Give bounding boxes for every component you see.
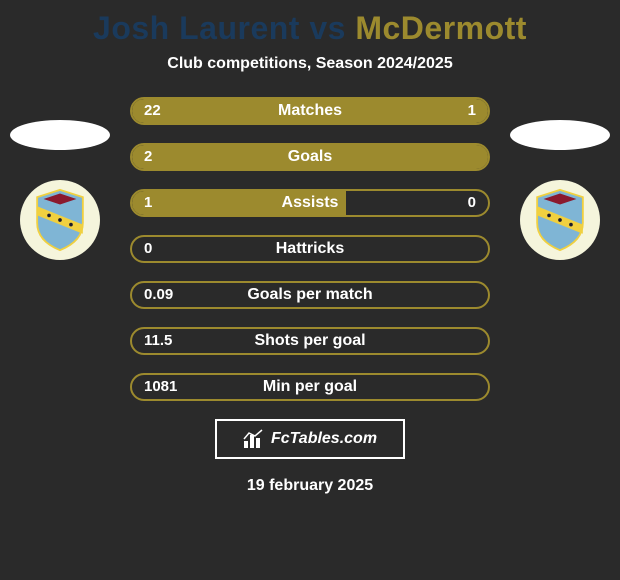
stat-label: Min per goal: [132, 375, 488, 399]
player2-name: McDermott: [355, 10, 527, 46]
vs-text: vs: [300, 10, 355, 46]
brand-name: FcTables.com: [271, 430, 377, 448]
stat-row: 2Goals: [130, 143, 490, 171]
stat-row: 1Assists0: [130, 189, 490, 217]
stat-row: 0Hattricks: [130, 235, 490, 263]
stat-row: 11.5Shots per goal: [130, 327, 490, 355]
bar-chart-icon: [243, 429, 265, 449]
crest-icon: [532, 188, 588, 252]
stat-label: Hattricks: [132, 237, 488, 261]
player1-avatar-block: [10, 120, 110, 260]
stat-label: Shots per goal: [132, 329, 488, 353]
stat-right-value: 0: [468, 191, 476, 215]
stat-label: Matches: [132, 99, 488, 123]
stat-row: 1081Min per goal: [130, 373, 490, 401]
stat-row: 22Matches1: [130, 97, 490, 125]
stat-label: Assists: [132, 191, 488, 215]
crest-icon: [32, 188, 88, 252]
player2-avatar-block: [510, 120, 610, 260]
stat-label: Goals per match: [132, 283, 488, 307]
player1-photo-placeholder: [10, 120, 110, 150]
comparison-title: Josh Laurent vs McDermott: [0, 0, 620, 47]
player2-club-crest: [520, 180, 600, 260]
player2-photo-placeholder: [510, 120, 610, 150]
brand-badge[interactable]: FcTables.com: [215, 419, 405, 459]
stat-label: Goals: [132, 145, 488, 169]
competition-subtitle: Club competitions, Season 2024/2025: [0, 55, 620, 73]
player1-club-crest: [20, 180, 100, 260]
player1-name: Josh Laurent: [93, 10, 300, 46]
stat-row: 0.09Goals per match: [130, 281, 490, 309]
stat-right-value: 1: [468, 99, 476, 123]
snapshot-date: 19 february 2025: [0, 477, 620, 495]
stats-list: 22Matches12Goals1Assists00Hattricks0.09G…: [130, 97, 490, 401]
